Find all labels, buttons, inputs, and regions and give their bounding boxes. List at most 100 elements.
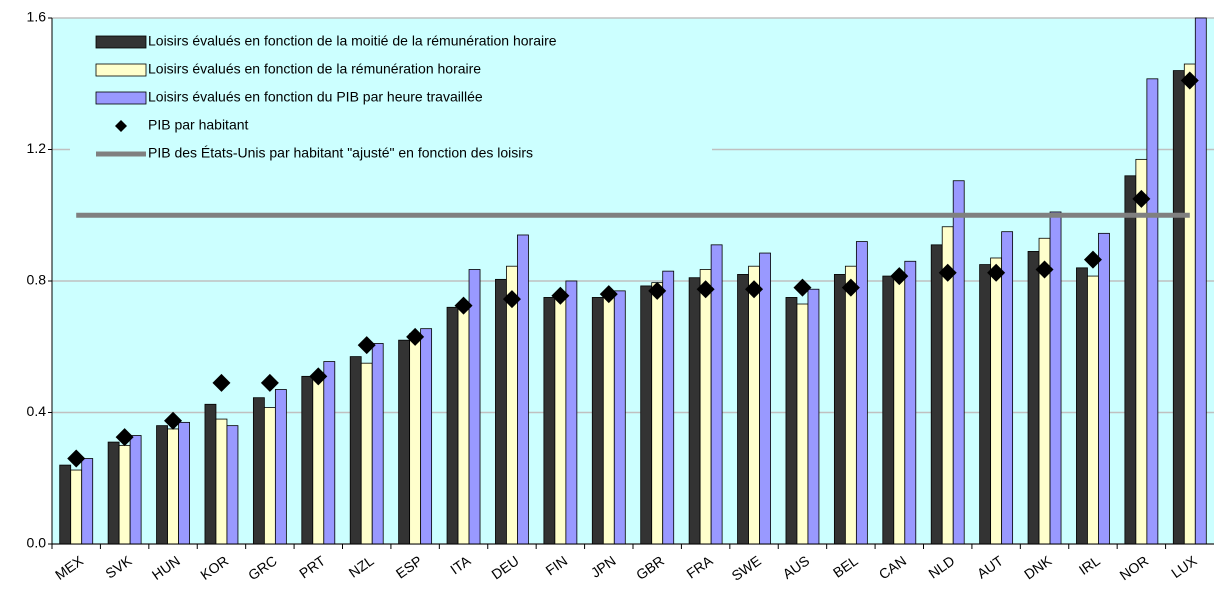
y-tick-label: 0.4 bbox=[27, 403, 47, 419]
bar bbox=[737, 274, 749, 545]
marker bbox=[212, 373, 231, 392]
bar bbox=[952, 180, 965, 545]
marker bbox=[357, 336, 376, 355]
marker bbox=[502, 290, 521, 309]
bar bbox=[699, 269, 712, 545]
bar bbox=[1183, 63, 1196, 545]
bar bbox=[1194, 17, 1207, 545]
bar bbox=[796, 303, 809, 545]
bar bbox=[1076, 267, 1088, 545]
marker bbox=[260, 373, 279, 392]
x-tick-label: DEU bbox=[488, 552, 521, 582]
bar bbox=[360, 362, 373, 545]
legend-label: PIB des États-Unis par habitant "ajusté"… bbox=[148, 145, 533, 161]
bar bbox=[1087, 275, 1099, 545]
bar bbox=[129, 435, 142, 545]
bar bbox=[651, 282, 664, 545]
y-tick-label: 1.6 bbox=[27, 9, 47, 25]
marker bbox=[890, 267, 909, 286]
bar bbox=[1001, 231, 1014, 545]
x-tick-label: MEX bbox=[52, 552, 87, 583]
marker bbox=[67, 449, 86, 468]
bar bbox=[81, 458, 94, 545]
legend-label: Loisirs évalués en fonction de la moitié… bbox=[148, 33, 557, 49]
bar bbox=[301, 375, 314, 545]
marker bbox=[551, 286, 570, 305]
bar bbox=[226, 425, 239, 545]
bar bbox=[349, 356, 362, 545]
bar bbox=[688, 277, 701, 545]
legend-swatch bbox=[95, 91, 147, 105]
x-tick-label: HUN bbox=[149, 552, 183, 583]
bar bbox=[833, 274, 846, 545]
x-tick-label: AUS bbox=[780, 552, 813, 582]
bar bbox=[1098, 232, 1110, 545]
x-tick-label: IRL bbox=[1076, 552, 1103, 578]
bar bbox=[156, 425, 168, 545]
bar bbox=[517, 234, 529, 545]
marker bbox=[406, 327, 425, 346]
x-tick-label: BEL bbox=[830, 552, 861, 580]
x-tick-label: SVK bbox=[102, 552, 135, 582]
bar bbox=[1049, 211, 1062, 545]
bar bbox=[543, 297, 556, 545]
x-tick-label: NOR bbox=[1117, 552, 1152, 583]
marker bbox=[599, 285, 618, 304]
bar bbox=[204, 403, 217, 545]
bar bbox=[904, 260, 917, 545]
x-tick-label: NLD bbox=[925, 552, 957, 581]
bar bbox=[602, 292, 615, 545]
bar bbox=[323, 361, 336, 545]
x-tick-label: ESP bbox=[393, 552, 425, 581]
bar bbox=[591, 297, 604, 545]
legend-label: Loisirs évalués en fonction de la rémuné… bbox=[148, 61, 481, 77]
marker bbox=[115, 428, 134, 447]
x-tick-label: PRT bbox=[296, 552, 328, 581]
bar bbox=[640, 285, 653, 545]
x-tick-label: FRA bbox=[683, 552, 716, 582]
bar bbox=[107, 441, 120, 545]
bar bbox=[1146, 78, 1159, 545]
marker bbox=[648, 281, 667, 300]
bar bbox=[1027, 251, 1040, 545]
x-tick-label: AUT bbox=[974, 552, 1006, 581]
bar bbox=[215, 418, 228, 545]
x-tick-label: NZL bbox=[346, 552, 377, 580]
legend-swatch bbox=[115, 120, 127, 132]
bar bbox=[1124, 175, 1137, 545]
y-tick-label: 0.8 bbox=[27, 272, 47, 288]
bar bbox=[1038, 237, 1051, 545]
x-tick-label: GBR bbox=[633, 552, 667, 583]
bar bbox=[457, 305, 470, 545]
marker bbox=[164, 411, 183, 430]
bar bbox=[807, 288, 820, 545]
y-tick-label: 0.0 bbox=[27, 535, 47, 551]
marker bbox=[454, 296, 473, 315]
bar bbox=[398, 339, 411, 545]
bar bbox=[748, 265, 760, 545]
x-tick-label: SWE bbox=[729, 552, 764, 583]
y-tick-label: 1.2 bbox=[27, 140, 47, 156]
legend-swatch bbox=[95, 63, 147, 77]
bar bbox=[613, 290, 626, 545]
bar bbox=[785, 297, 798, 545]
marker bbox=[987, 263, 1006, 282]
bar bbox=[274, 389, 287, 545]
bar bbox=[979, 264, 992, 545]
bar bbox=[882, 275, 895, 545]
marker bbox=[1132, 189, 1151, 208]
legend-swatch bbox=[95, 35, 147, 49]
bar bbox=[167, 428, 179, 545]
bar bbox=[252, 397, 265, 545]
bar bbox=[178, 421, 190, 545]
x-tick-label: DNK bbox=[1021, 552, 1055, 582]
bar bbox=[930, 244, 943, 545]
x-tick-label: JPN bbox=[588, 552, 619, 580]
marker bbox=[938, 263, 957, 282]
marker bbox=[1083, 250, 1102, 269]
marker bbox=[793, 278, 812, 297]
x-tick-label: GRC bbox=[245, 552, 280, 583]
marker bbox=[841, 278, 860, 297]
bar bbox=[844, 265, 857, 545]
